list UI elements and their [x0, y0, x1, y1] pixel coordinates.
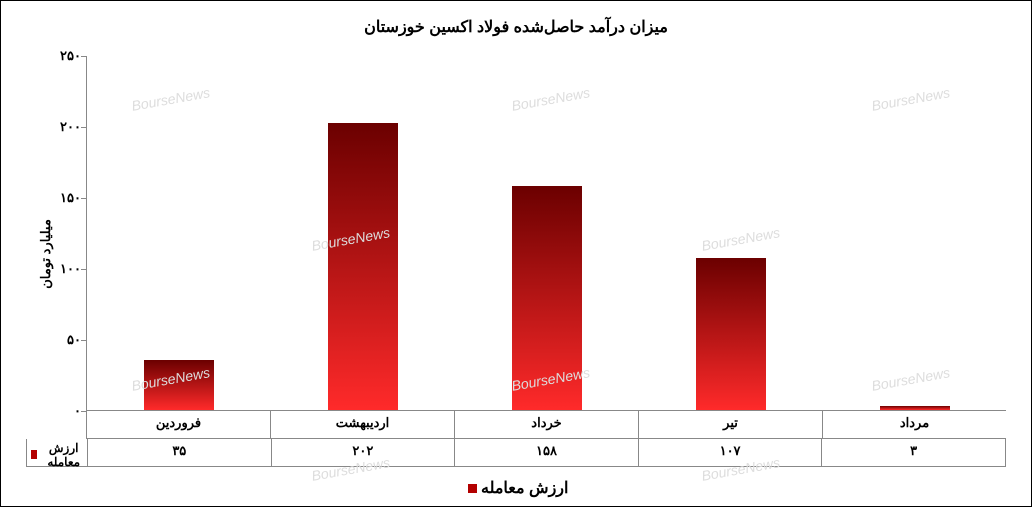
series-row-swatch	[31, 450, 37, 459]
y-tick-label: ۱۵۰	[11, 190, 81, 206]
category-cell: خرداد	[454, 411, 638, 438]
y-tick-label: ۲۵۰	[11, 48, 81, 64]
y-tick-label: ۲۰۰	[11, 119, 81, 135]
category-cell: فروردین	[86, 411, 270, 438]
y-tick-label: ۰	[11, 403, 81, 419]
value-cell: ۲۰۲	[271, 439, 455, 466]
legend-swatch	[468, 484, 477, 493]
series-row-header: ارزش معامله	[27, 439, 87, 466]
bar	[328, 123, 398, 410]
y-tick-label: ۵۰	[11, 332, 81, 348]
category-cell: تیر	[638, 411, 822, 438]
value-cell: ۱۵۸	[454, 439, 638, 466]
legend-label: ارزش معامله	[481, 480, 568, 497]
chart-title: میزان درآمد حاصل‌شده فولاد اکسین خوزستان	[1, 17, 1031, 37]
bar	[880, 406, 950, 410]
chart-container: میزان درآمد حاصل‌شده فولاد اکسین خوزستان…	[0, 0, 1032, 507]
data-table-row: ارزش معامله ۳۵۲۰۲۱۵۸۱۰۷۳	[26, 439, 1006, 467]
bar	[696, 258, 766, 410]
value-cell: ۳	[821, 439, 1005, 466]
value-cell: ۳۵	[87, 439, 271, 466]
legend: ارزش معامله	[1, 478, 1031, 498]
plot-area	[86, 56, 1006, 411]
y-axis-label: میلیارد تومان	[38, 219, 54, 289]
bar	[144, 360, 214, 410]
category-cell: مرداد	[822, 411, 1006, 438]
y-tick-label: ۱۰۰	[11, 261, 81, 277]
series-row-label: ارزش معامله	[40, 441, 87, 469]
value-cell: ۱۰۷	[638, 439, 822, 466]
category-header-row: فروردیناردیبهشتخردادتیرمرداد	[86, 411, 1006, 439]
category-cell: اردیبهشت	[270, 411, 454, 438]
bar	[512, 186, 582, 410]
